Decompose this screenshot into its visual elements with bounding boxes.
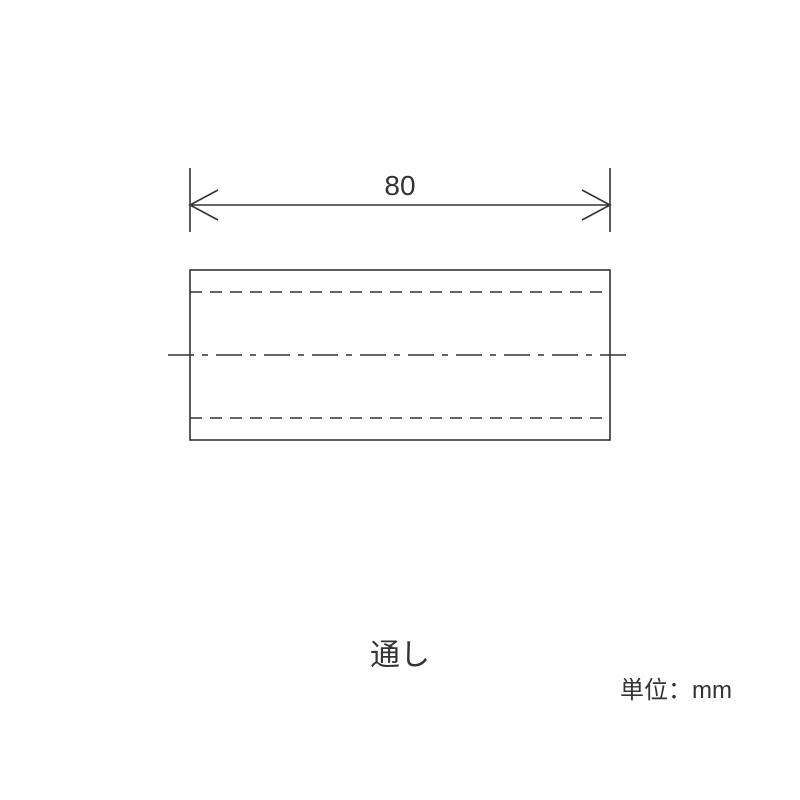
technical-drawing: 80 通し 単位：mm (0, 0, 800, 800)
dimension-value: 80 (384, 170, 415, 201)
part-label: 通し (370, 630, 430, 674)
unit-label: 単位：mm (620, 670, 732, 705)
